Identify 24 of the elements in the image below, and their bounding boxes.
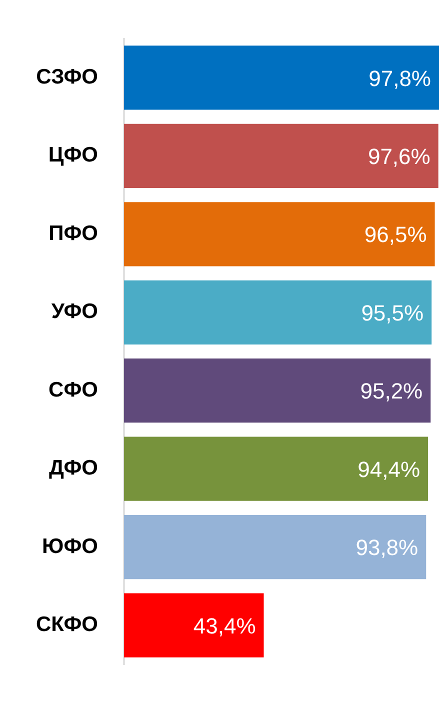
data-label: 97,8% <box>368 66 431 91</box>
data-label: 43,4% <box>193 613 256 638</box>
y-tick-label: УФО <box>51 300 98 324</box>
y-tick-label: ЦФО <box>48 144 98 167</box>
data-label: 96,5% <box>364 222 427 248</box>
y-tick-label: ДФО <box>49 456 98 480</box>
bar <box>124 124 438 188</box>
data-label: 94,4% <box>358 456 420 482</box>
data-label: 95,2% <box>360 378 423 404</box>
y-tick-label: СКФО <box>36 613 98 636</box>
bar <box>124 358 431 423</box>
bar <box>124 202 435 266</box>
bar <box>124 46 439 110</box>
data-label: 97,6% <box>368 144 430 169</box>
y-tick-label: ЮФО <box>42 534 98 558</box>
bar <box>124 280 432 344</box>
bar <box>124 593 264 658</box>
y-tick-label: СФО <box>48 378 98 402</box>
y-tick-label: ПФО <box>48 222 98 245</box>
bar <box>124 436 428 501</box>
bar <box>124 514 426 580</box>
data-label: 93,8% <box>356 535 418 560</box>
data-label: 95,5% <box>361 300 424 326</box>
y-tick-label: СЗФО <box>36 66 98 89</box>
